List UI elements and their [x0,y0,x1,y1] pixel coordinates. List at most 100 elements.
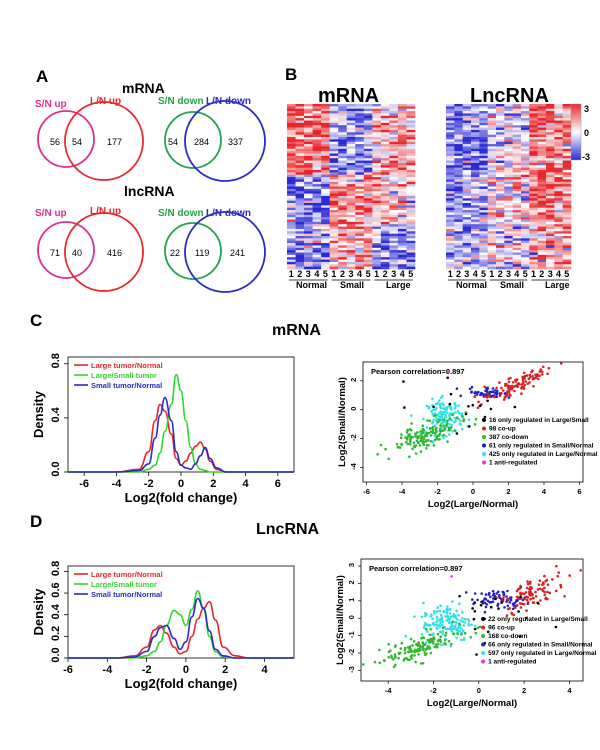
heatmap-cell [562,122,572,126]
heatmap-cell [380,113,390,117]
heatmap-cell [287,153,296,157]
x-tick-label: 4 [243,478,250,490]
heatmap-cell [529,132,538,135]
scatter-point [456,632,459,636]
heatmap-cell [329,228,339,232]
scatter-point [536,601,539,605]
heatmap-cell [471,181,480,185]
color-scale-min: -3 [582,152,590,162]
heatmap-cell [537,184,547,187]
scatter-point [445,424,448,427]
heatmap-cell [406,148,416,152]
heatmap-cell [512,250,522,253]
scatter-point [462,629,465,632]
heatmap-cell [312,125,322,128]
heatmap-cell [454,167,463,171]
heatmap-cell [487,191,497,194]
heatmap-cell [321,111,330,114]
heatmap-cell [446,243,455,246]
heatmap-cell [389,224,399,227]
scatter-point [494,597,497,601]
heatmap-cell [454,205,463,209]
heatmap-cell [504,104,513,107]
heatmap-cell [329,139,339,143]
heatmap-cell [380,250,390,253]
heatmap-cell [546,217,555,220]
heatmap-cell [312,179,322,183]
heatmap-cell [380,228,390,232]
heatmap-cell [389,247,399,251]
heatmap-cell [554,148,563,152]
scatter-point [528,593,532,597]
heatmap-cell [406,132,416,135]
heatmap-cell [471,240,480,244]
heatmap-cell [372,259,382,263]
heatmap-cell [496,240,505,244]
heatmap-cell [329,118,339,121]
heatmap-cell [479,111,488,114]
group-label-large: Large [545,280,570,290]
heatmap-cell [372,132,382,135]
scatter-point [404,441,408,444]
heatmap-cell [479,252,488,256]
heatmap-cell [554,210,563,213]
heatmap-cell [529,172,538,176]
heatmap-cell [312,158,322,161]
scatter-point [435,616,439,620]
heatmap-cell [554,207,563,211]
heatmap-cell [554,228,563,232]
scatter-point [425,426,429,429]
heatmap-cell [487,153,497,157]
heatmap-cell [496,106,505,110]
heatmap-cell [346,266,356,270]
heatmap-cell [363,200,373,204]
heatmap-cell [537,186,547,190]
scatter-point [441,394,444,398]
scatter-point [411,435,414,439]
scatter-point [518,602,522,605]
heatmap-cell [380,264,390,267]
venn-circle-ln [64,212,144,292]
heatmap-cell [454,132,463,135]
heatmap-cell [562,221,572,225]
scatter-point [432,621,435,625]
scatter-point [524,616,528,620]
heatmap-cell [346,165,356,168]
heatmap-cell [406,250,416,253]
scatter-point [406,658,410,661]
heatmap-cell [446,257,455,260]
heatmap-column-label: 1 [331,269,336,279]
heatmap-cell [554,252,563,256]
scatter-point [537,583,541,586]
legend-marker [482,426,486,431]
heatmap-cell [554,259,563,263]
heatmap-cell [312,172,322,176]
x-axis-label: Log2(fold change) [125,490,238,505]
heatmap-cell [512,245,522,249]
heatmap-cell [338,219,348,223]
heatmap-cell [454,153,463,157]
scatter-point [399,647,403,650]
heatmap-cell [295,252,305,256]
scatter-point [542,582,545,586]
heatmap-cell [512,137,522,140]
heatmap-cell [454,207,463,211]
heatmap-cell [529,174,538,178]
heatmap-cell [546,139,555,143]
heatmap-cell [504,160,513,164]
heatmap-cell [454,264,463,267]
scatter-point [480,600,483,604]
heatmap-cell [397,153,407,157]
heatmap-cell [321,139,330,143]
heatmap-cell [406,179,416,183]
heatmap-cell [321,177,330,180]
heatmap-cell [355,266,365,270]
heatmap-cell [554,141,563,145]
heatmap-cell [355,111,365,114]
heatmap-cell [295,224,305,227]
heatmap-cell [462,134,472,138]
heatmap-cell [346,120,356,124]
scatter-point [509,394,512,397]
heatmap-cell [454,238,463,242]
heatmap-cell [346,217,356,220]
